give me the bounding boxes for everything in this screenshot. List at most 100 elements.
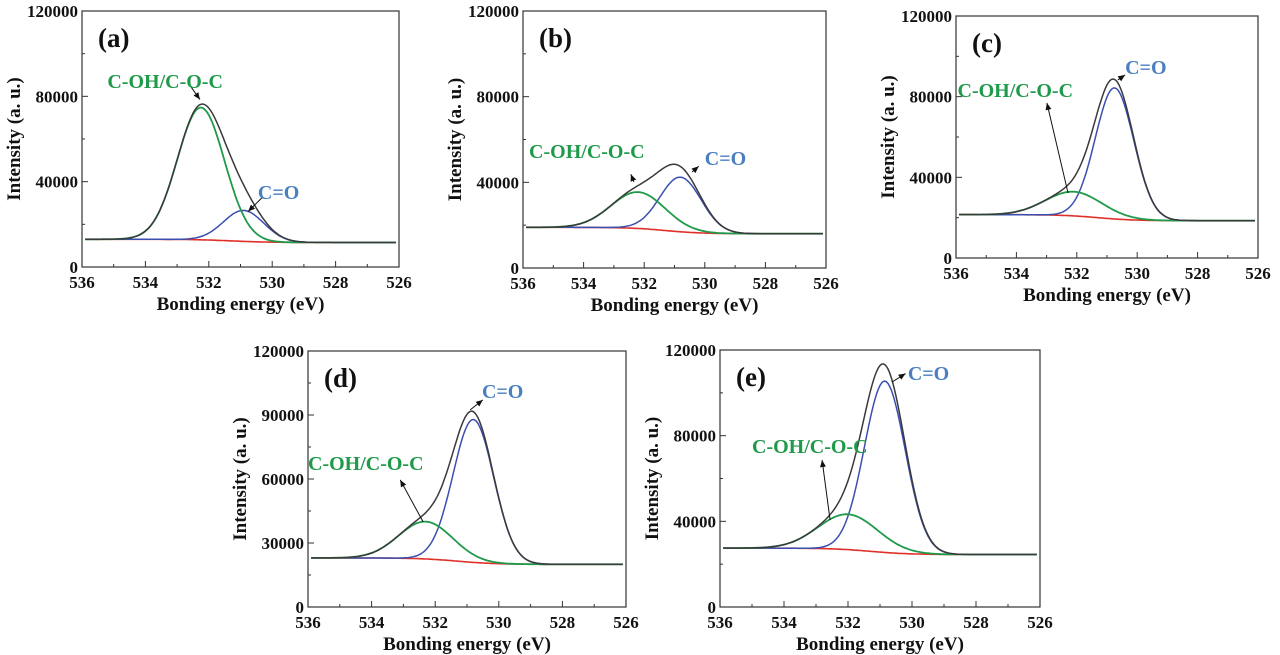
annotation-c-eq-o: C=O	[908, 363, 949, 385]
x-tick-label: 530	[259, 273, 285, 292]
panel-c: 536 534 532 530 528 526 0 40000 80000 120000 Bondi…	[878, 7, 1271, 306]
x-tick-label: 534	[571, 274, 597, 293]
annotation-arrow	[820, 460, 831, 521]
panel-label: (c)	[972, 28, 1002, 58]
y-tick-label: 40000	[910, 168, 953, 187]
series-c-eq-o-peak	[311, 418, 623, 566]
y-tick-label: 80000	[674, 427, 717, 446]
y-tick-label: 120000	[665, 341, 716, 360]
x-tick-label: 536	[943, 264, 969, 283]
annotation-coh-coc: C-OH/C-O-C	[752, 436, 868, 458]
y-tick-label: 40000	[674, 512, 717, 531]
annotation-arrow	[1045, 102, 1069, 194]
series-background-line	[311, 557, 623, 566]
annotation-coh-coc: C-OH/C-O-C	[107, 71, 223, 93]
panel-d: 536 534 532 530 528 526 0 30000 60000 90000 120000…	[230, 342, 639, 655]
y-tick-label: 0	[70, 258, 79, 277]
y-axis-label: Intensity (a. u.)	[642, 417, 663, 541]
annotation-c-eq-o: C=O	[482, 381, 523, 403]
x-tick-label: 530	[1124, 264, 1150, 283]
y-tick-label: 80000	[910, 88, 953, 107]
y-tick-label: 30000	[262, 534, 305, 553]
y-axis-label: Intensity (a. u.)	[230, 417, 251, 541]
annotation-arrow	[891, 373, 906, 383]
annotation-arrow	[630, 174, 637, 183]
series-coh-coc-peak	[85, 106, 396, 244]
x-tick-label: 534	[359, 613, 385, 632]
annotation-arrow	[399, 479, 424, 523]
y-tick-label: 120000	[253, 342, 304, 361]
x-axis-label: Bonding energy (eV)	[383, 634, 551, 655]
annotation-arrow	[190, 86, 201, 100]
series-background-line	[959, 213, 1255, 222]
y-tick-label: 80000	[477, 88, 520, 107]
series-envelope	[723, 363, 1037, 556]
x-tick-label: 528	[963, 613, 989, 632]
y-tick-label: 40000	[477, 173, 520, 192]
x-tick-label: 536	[69, 273, 95, 292]
x-tick-label: 530	[486, 613, 512, 632]
plot-frame	[81, 10, 400, 268]
series-group	[526, 163, 823, 235]
x-tick-label: 528	[1185, 264, 1211, 283]
panel-label: (e)	[736, 362, 766, 392]
series-group	[959, 78, 1255, 222]
series-coh-coc-peak	[959, 190, 1255, 222]
x-axis-label: Bonding energy (eV)	[796, 634, 964, 655]
series-envelope	[526, 163, 823, 235]
x-tick-label: 526	[813, 274, 839, 293]
annotation-c-eq-o: C=O	[258, 182, 299, 204]
x-axis-label: Bonding energy (eV)	[1023, 285, 1191, 306]
x-tick-label: 532	[835, 613, 861, 632]
plot-frame	[719, 349, 1041, 608]
annotation-coh-coc: C-OH/C-O-C	[529, 141, 645, 163]
annotation-arrow	[469, 399, 484, 411]
x-tick-label: 532	[631, 274, 657, 293]
x-axis-label: Bonding energy (eV)	[591, 295, 759, 316]
y-tick-label: 0	[296, 598, 305, 617]
y-tick-label: 120000	[468, 2, 519, 21]
y-tick-label: 0	[944, 249, 953, 268]
x-tick-label: 528	[550, 613, 576, 632]
x-tick-label: 536	[510, 274, 536, 293]
annotation-c-eq-o: C=O	[1125, 57, 1166, 79]
x-tick-label: 532	[196, 273, 222, 292]
y-tick-label: 60000	[262, 470, 305, 489]
y-tick-label: 90000	[262, 406, 305, 425]
x-tick-label: 526	[1245, 264, 1271, 283]
panel-a: 536 534 532 530 528 526 0 40000 80000 120000 Bondi…	[4, 2, 412, 315]
x-tick-label: 526	[1027, 613, 1053, 632]
x-tick-label: 532	[422, 613, 448, 632]
series-group	[311, 410, 623, 566]
y-tick-label: 40000	[36, 173, 79, 192]
panel-b: 536 534 532 530 528 526 0 40000 80000 120000 Bondi…	[445, 2, 839, 316]
annotation-arrow	[247, 196, 264, 212]
panel-e: 536 534 532 530 528 526 0 40000 80000 120000 Bondi…	[642, 341, 1053, 655]
annotation-coh-coc: C-OH/C-O-C	[308, 453, 424, 475]
series-background-line	[526, 226, 823, 235]
series-group	[723, 363, 1037, 556]
panel-label: (a)	[98, 23, 129, 53]
x-tick-label: 526	[386, 273, 412, 292]
annotation-coh-coc: C-OH/C-O-C	[958, 80, 1074, 102]
x-tick-label: 530	[692, 274, 718, 293]
x-axis-label: Bonding energy (eV)	[157, 294, 325, 315]
x-tick-label: 536	[707, 613, 733, 632]
annotation-arrow	[691, 165, 700, 174]
annotation-c-eq-o: C=O	[705, 148, 746, 170]
x-tick-label: 532	[1064, 264, 1090, 283]
series-group	[85, 103, 396, 244]
y-tick-label: 120000	[901, 7, 952, 26]
series-envelope	[959, 78, 1255, 222]
x-tick-label: 530	[899, 613, 925, 632]
y-tick-label: 120000	[27, 2, 78, 21]
x-tick-label: 536	[295, 613, 321, 632]
y-axis-label: Intensity (a. u.)	[445, 78, 466, 202]
panel-label: (d)	[324, 363, 357, 393]
y-tick-label: 80000	[36, 87, 79, 106]
annotation-arrow	[1117, 74, 1126, 82]
y-tick-label: 0	[708, 598, 717, 617]
panel-label: (b)	[539, 23, 572, 53]
y-tick-label: 0	[511, 259, 520, 278]
